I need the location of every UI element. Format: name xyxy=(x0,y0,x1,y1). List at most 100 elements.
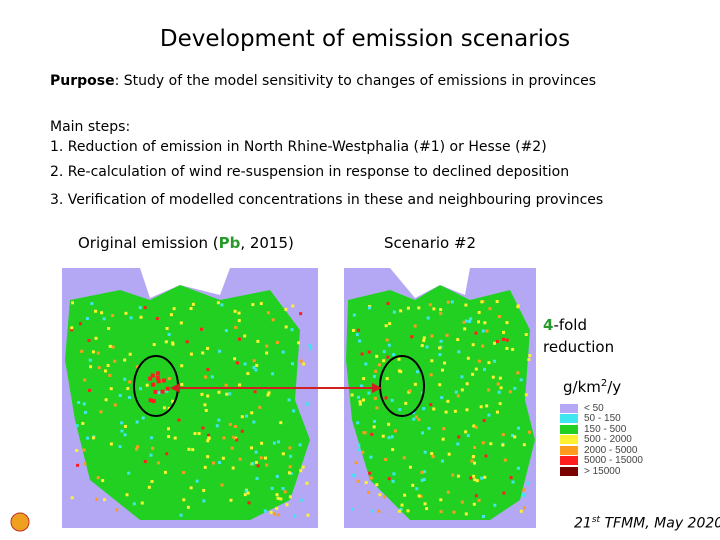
map-cell xyxy=(200,392,204,396)
map-cell xyxy=(263,509,267,513)
map-cell xyxy=(103,369,107,373)
map-cell xyxy=(233,425,237,429)
map-cell xyxy=(206,346,210,350)
map-caption: Scenario #2 xyxy=(384,234,477,252)
map-cell xyxy=(473,478,477,482)
map-cell xyxy=(269,510,273,514)
map-cell xyxy=(240,415,244,419)
legend-unit: g/km2/y xyxy=(563,378,621,396)
map-cell xyxy=(171,342,175,346)
map-cell xyxy=(301,465,305,469)
map-cell xyxy=(482,514,486,518)
map-cell xyxy=(480,476,484,480)
map-cell xyxy=(70,328,74,332)
map-cell xyxy=(474,367,478,371)
map-cell xyxy=(298,443,302,447)
map-cell xyxy=(88,388,92,392)
legend-swatch xyxy=(560,424,578,434)
arrow-head xyxy=(372,383,382,393)
map-cell xyxy=(120,421,124,425)
map-cell xyxy=(100,311,104,315)
map-cell xyxy=(502,337,506,341)
map-cell xyxy=(75,448,79,452)
map-cell xyxy=(70,496,74,500)
map-cell xyxy=(99,410,103,414)
note-factor: 4 xyxy=(543,316,554,334)
legend-label: < 50 xyxy=(584,402,604,414)
map-cell xyxy=(147,485,151,489)
map-cell xyxy=(309,347,313,351)
map-cell xyxy=(440,368,444,372)
map-cell xyxy=(255,476,259,480)
map-cell xyxy=(498,376,502,380)
map-cell xyxy=(417,306,421,310)
title: Development of emission scenarios xyxy=(159,26,571,52)
map-cell xyxy=(372,374,376,378)
caption-text: Original emission ( xyxy=(78,234,219,252)
map-cell xyxy=(522,443,526,447)
map-cell xyxy=(469,317,473,321)
map-cell xyxy=(207,436,211,440)
map-cell xyxy=(111,314,115,318)
map-cell xyxy=(243,362,247,366)
legend-label: 5000 - 15000 xyxy=(584,455,643,467)
footer-number: 21 xyxy=(574,515,592,532)
map-cell xyxy=(250,446,254,450)
map-cell xyxy=(238,457,242,461)
caption-element: Pb xyxy=(218,234,241,252)
map-cell xyxy=(456,394,460,398)
map-cell xyxy=(528,354,532,358)
map-cell xyxy=(464,303,468,307)
map-cell xyxy=(299,469,303,473)
map-cell xyxy=(138,306,142,310)
map-cell xyxy=(413,324,417,328)
map-cell xyxy=(443,361,447,365)
map-cell xyxy=(275,474,279,478)
map-cell xyxy=(465,408,469,412)
map-cell xyxy=(432,307,436,311)
map-cell xyxy=(387,436,391,440)
map-cell xyxy=(272,512,276,516)
map-caption: Original emission (Pb, 2015) xyxy=(78,234,294,252)
map-cell xyxy=(482,419,486,423)
map-cell xyxy=(134,447,138,451)
step: 2. Re-calculation of wind re-suspension … xyxy=(50,164,570,180)
map-cell xyxy=(243,334,247,338)
map-cell xyxy=(204,375,208,379)
map-cell xyxy=(384,324,388,328)
map-cell xyxy=(357,395,361,399)
map-cell xyxy=(84,410,88,414)
map-cell xyxy=(162,406,166,410)
map-cell xyxy=(96,476,100,480)
map-cell xyxy=(206,455,210,459)
map-cell xyxy=(420,471,424,475)
legend-swatch xyxy=(560,414,578,424)
map-cell xyxy=(127,471,131,475)
emission-map xyxy=(62,268,318,528)
map-cell xyxy=(97,366,101,370)
map-cell xyxy=(291,304,295,308)
footer: 21st TFMM, May 2020 xyxy=(574,515,720,532)
map-cell xyxy=(123,358,127,362)
map-cell xyxy=(179,321,183,325)
map-cell xyxy=(358,402,362,406)
map-cell xyxy=(254,368,258,372)
map-cell xyxy=(472,455,476,459)
map-cell xyxy=(392,472,396,476)
map-cell xyxy=(233,309,237,313)
map-cell xyxy=(372,425,376,429)
map-cell xyxy=(247,501,251,505)
map-cell xyxy=(356,479,360,483)
map-cell xyxy=(89,365,93,369)
map-cell xyxy=(382,350,386,354)
map-cell xyxy=(426,316,430,320)
map-cell xyxy=(496,382,500,386)
map-cell xyxy=(477,359,481,363)
map-cell xyxy=(222,436,226,440)
map-cell xyxy=(123,377,127,381)
map-cell xyxy=(139,315,143,319)
map-cell xyxy=(94,336,98,340)
map-cell xyxy=(367,350,371,354)
legend-item: > 15000 xyxy=(560,466,643,477)
